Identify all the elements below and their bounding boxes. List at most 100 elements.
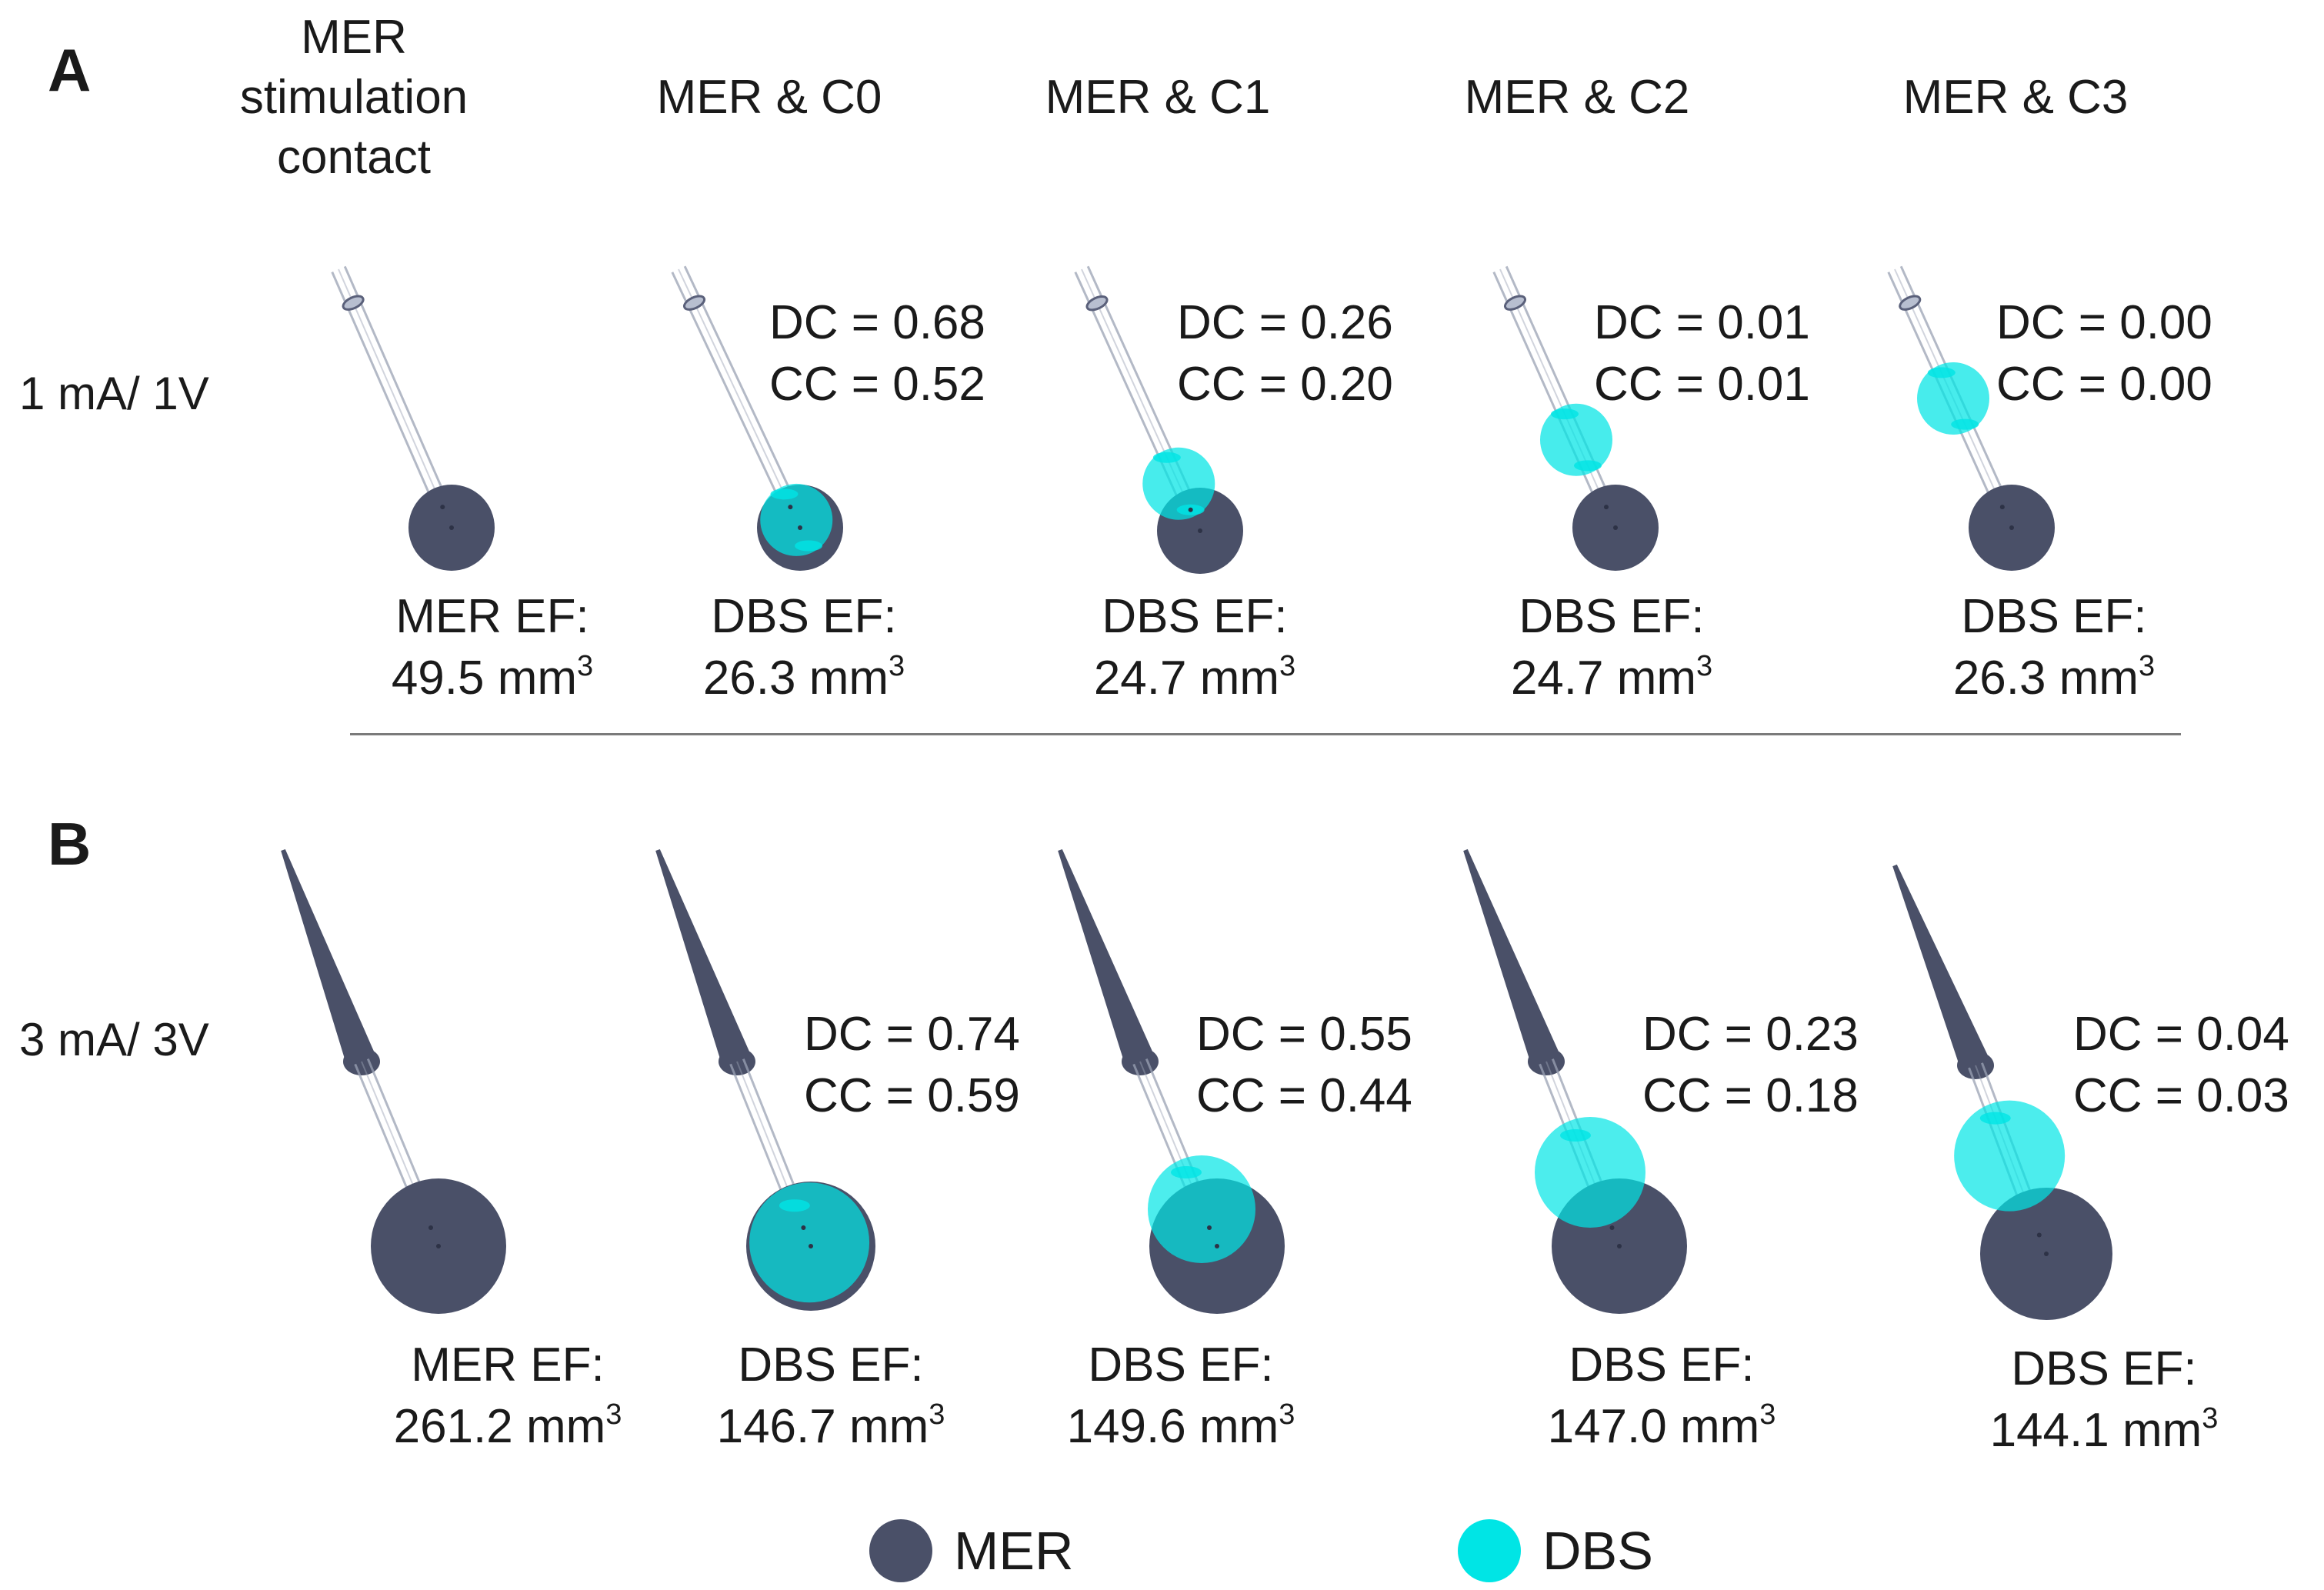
dbs-contact-ring <box>1574 460 1602 472</box>
column-header-line: MER stimulation contact <box>239 11 468 184</box>
electrode-lead-core <box>678 268 801 528</box>
lead-contact-dot <box>1188 507 1193 512</box>
ef-volume-a-c0: DBS EF: 26.3 mm3 <box>685 586 923 709</box>
lead-marker-ring <box>1503 295 1527 311</box>
correlation-coefficient: CC = 0.59 <box>804 1069 1020 1122</box>
lead-contact-dot <box>788 505 793 510</box>
dbs-contact-ring <box>1927 367 1956 378</box>
ef-volume-b-c3: DBS EF: 144.1 mm3 <box>1973 1338 2235 1462</box>
coefficients-b-c3: DC = 0.04 CC = 0.03 <box>2073 1004 2289 1127</box>
electrode-lead-outline <box>683 265 808 525</box>
lead-contact-dot <box>449 525 454 530</box>
ef-value: 261.2 mm3 <box>393 1398 622 1453</box>
lead-contact-dot <box>1999 505 2005 510</box>
column-header-c2: MER & C2 <box>1464 71 1690 124</box>
lead-contact-dot <box>1613 525 1618 530</box>
row-label-1ma: 1 mA/ 1V <box>19 368 209 419</box>
dbs-field-sphere <box>1540 403 1612 476</box>
dbs-contact-ring <box>795 540 823 552</box>
lead-marker-ring <box>683 295 706 311</box>
lead-contact-dot <box>2009 525 2014 530</box>
dice-coefficient: DC = 0.01 <box>1594 296 1810 349</box>
lead-marker-ring <box>1085 295 1109 312</box>
panel-letter-a: A <box>48 36 92 104</box>
coefficients-a-c3: DC = 0.00 CC = 0.00 <box>1996 292 2212 415</box>
ef-value: 147.0 mm3 <box>1547 1398 1776 1453</box>
correlation-coefficient: CC = 0.03 <box>2073 1069 2289 1122</box>
column-header-c3: MER & C3 <box>1902 71 2129 124</box>
dbs-field-sphere <box>1142 447 1215 520</box>
ef-label: DBS EF: <box>1961 590 2147 643</box>
legend-dbs: DBS <box>1458 1519 1653 1582</box>
cannula-shaft <box>1463 848 1561 1068</box>
lead-contact-dot <box>1207 1225 1212 1230</box>
dice-coefficient: DC = 0.74 <box>804 1008 1020 1061</box>
coefficients-a-c0: DC = 0.68 CC = 0.52 <box>769 292 985 415</box>
ef-volume-a-mer: MER EF: 49.5 mm3 <box>377 586 608 709</box>
correlation-coefficient: CC = 0.52 <box>769 358 985 411</box>
ef-value: 26.3 mm3 <box>1952 650 2156 705</box>
lead-marker-ring <box>342 295 365 311</box>
lead-contact-dot <box>2044 1252 2049 1256</box>
lead-contact-dot <box>798 525 802 530</box>
dbs-field-sphere <box>1535 1117 1645 1228</box>
lead-contact-dot <box>1198 528 1202 533</box>
dice-coefficient: DC = 0.00 <box>1996 296 2212 349</box>
lead-contact-dot <box>1609 1225 1615 1230</box>
ef-volume-b-c0: DBS EF: 146.7 mm3 <box>700 1335 962 1458</box>
ef-label: DBS EF: <box>711 590 897 643</box>
row-label-3ma: 3 mA/ 3V <box>19 1014 209 1065</box>
correlation-coefficient: CC = 0.44 <box>1196 1069 1412 1122</box>
column-header-c0: MER & C0 <box>656 71 882 124</box>
cannula-shaft <box>655 848 752 1068</box>
ef-volume-a-c3: DBS EF: 26.3 mm3 <box>1935 586 2173 709</box>
lead-contact-dot <box>428 1225 433 1230</box>
dbs-contact-ring <box>779 1199 810 1212</box>
electrode-lead-outline <box>671 272 795 532</box>
ef-value: 49.5 mm3 <box>391 650 594 705</box>
coefficients-b-c1: DC = 0.55 CC = 0.44 <box>1196 1004 1412 1127</box>
dbs-contact-ring <box>1560 1129 1591 1142</box>
lead-contact-dot <box>436 1244 441 1248</box>
ef-value: 146.7 mm3 <box>716 1398 945 1453</box>
legend-label: DBS <box>1542 1521 1653 1581</box>
cannula-shaft <box>1058 848 1155 1068</box>
lead-contact-dot <box>801 1225 806 1230</box>
dice-coefficient: DC = 0.55 <box>1196 1008 1412 1061</box>
dbs-contact-ring <box>1171 1166 1202 1178</box>
coefficients-a-c1: DC = 0.26 CC = 0.20 <box>1177 292 1393 415</box>
cannula-shaft <box>1892 864 1990 1072</box>
electrode-lead-outline <box>1492 272 1611 532</box>
correlation-coefficient: CC = 0.00 <box>1996 358 2212 411</box>
lead-contact-dot <box>809 1244 813 1248</box>
ef-label: MER EF: <box>411 1338 605 1392</box>
lead-contact-dot <box>1215 1244 1219 1248</box>
electrode-lead-outline <box>1505 265 1623 525</box>
column-header-c1: MER & C1 <box>1045 71 1271 124</box>
ef-volume-b-c2: DBS EF: 147.0 mm3 <box>1531 1335 1792 1458</box>
electrode-lead-outline <box>343 265 459 525</box>
dice-coefficient: DC = 0.68 <box>769 296 985 349</box>
ef-label: DBS EF: <box>1569 1338 1755 1392</box>
mer-swatch-icon <box>869 1519 932 1582</box>
ef-label: DBS EF: <box>1088 1338 1274 1392</box>
panel-divider <box>350 733 2181 735</box>
ef-label: MER EF: <box>395 590 589 643</box>
lead-contact-dot <box>1604 505 1609 510</box>
dbs-contact-ring <box>1551 408 1579 420</box>
ef-value: 24.7 mm3 <box>1093 650 1296 705</box>
correlation-coefficient: CC = 0.01 <box>1594 358 1810 411</box>
dice-coefficient: DC = 0.23 <box>1642 1008 1859 1061</box>
panel-letter-b: B <box>48 810 92 878</box>
correlation-coefficient: CC = 0.18 <box>1642 1069 1859 1122</box>
ef-value: 144.1 mm3 <box>1989 1402 2219 1457</box>
coefficients-b-c2: DC = 0.23 CC = 0.18 <box>1642 1004 1859 1127</box>
coefficients-b-c0: DC = 0.74 CC = 0.59 <box>804 1004 1020 1127</box>
electrode-lead-core <box>338 268 452 528</box>
column-header-mer-contact: MER stimulation contact <box>231 8 477 188</box>
correlation-coefficient: CC = 0.20 <box>1177 358 1393 411</box>
electrode-lead-outline <box>331 272 447 532</box>
legend-label: MER <box>954 1521 1074 1581</box>
legend-mer: MER <box>869 1519 1074 1582</box>
